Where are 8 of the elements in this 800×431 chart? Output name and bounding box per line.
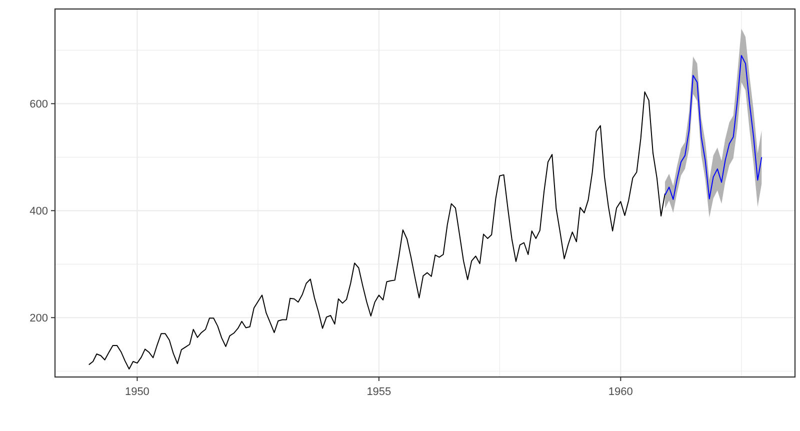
line-series [664, 55, 762, 200]
line-series [88, 91, 666, 370]
x-tick-label: 1955 [366, 386, 392, 398]
y-tick-label: 400 [30, 206, 48, 218]
y-tick-label: 600 [30, 98, 48, 111]
x-tick-label: 1950 [124, 386, 150, 398]
x-tick-label: 1960 [608, 386, 633, 398]
y-tick-label: 200 [30, 312, 48, 324]
